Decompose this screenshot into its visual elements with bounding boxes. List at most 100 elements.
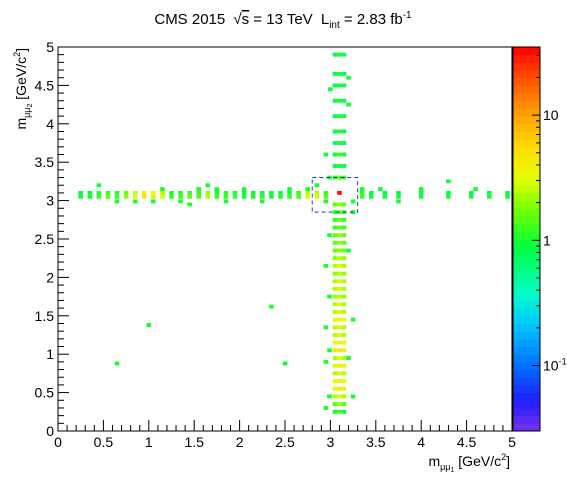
color-scale-segment [513, 162, 540, 171]
heatmap-cell [341, 52, 347, 57]
heatmap-cell [337, 248, 342, 253]
heatmap-cell [332, 363, 338, 368]
heatmap-cell [328, 87, 333, 92]
x-tick-label: 3 [327, 434, 335, 450]
heatmap-cell [337, 98, 342, 103]
color-scale-segment [513, 185, 540, 194]
signal-region-box [311, 177, 359, 213]
heatmap-cell [341, 83, 347, 88]
heatmap-cell [114, 199, 120, 204]
heatmap-cell [341, 379, 347, 383]
heatmap-cell [332, 256, 338, 261]
heatmap-cell [332, 210, 338, 215]
heatmap-cell [160, 187, 165, 191]
heatmap-cell [341, 394, 347, 399]
heatmap-cell [332, 141, 338, 145]
heatmap-cell [160, 191, 165, 195]
color-scale-segment [513, 315, 540, 324]
heatmap-cell [341, 271, 347, 276]
heatmap-cell [105, 191, 111, 195]
heatmap-cell [418, 194, 424, 199]
heatmap-cell [296, 194, 301, 199]
y-tick-label: 1.5 [35, 308, 55, 324]
color-scale-segment [513, 93, 540, 102]
heatmap-cell [337, 175, 342, 180]
color-scale-segment [513, 154, 540, 163]
heatmap-cell [396, 199, 401, 204]
heatmap-cell [446, 194, 451, 199]
color-scale-segment [513, 139, 540, 148]
heatmap-cell [378, 187, 383, 191]
heatmap-cell [323, 359, 329, 364]
heatmap-cell [323, 325, 329, 330]
heatmap-cell [341, 129, 347, 134]
heatmap-cell [341, 233, 347, 238]
heatmap-cell [296, 191, 301, 195]
heatmap-cell [332, 52, 338, 57]
heatmap-cell [241, 194, 247, 199]
heatmap-cell [332, 402, 338, 407]
color-scale-segment [513, 407, 540, 417]
heatmap-cell [337, 52, 342, 57]
heatmap-cell [337, 348, 342, 353]
heatmap-cell [341, 340, 347, 345]
x-tick-label: 4 [417, 434, 425, 450]
color-scale-segment [513, 231, 540, 240]
heatmap-cell [368, 194, 374, 199]
heatmap-cell [114, 361, 120, 366]
x-tick-label: 2.5 [275, 434, 295, 450]
heatmap-cell [341, 317, 347, 322]
heatmap-cell [87, 191, 93, 195]
heatmap-cell [505, 191, 510, 195]
heatmap-cell [332, 225, 338, 230]
heatmap-cell [305, 187, 310, 191]
heatmap-cell [332, 114, 338, 119]
color-scale-segment [513, 177, 540, 186]
color-scale-segment [513, 116, 540, 125]
heatmap-cell [341, 152, 347, 157]
heatmap-cell [332, 379, 338, 383]
heatmap-cell [487, 191, 492, 195]
heatmap-cell [332, 386, 338, 391]
heatmap-cell [332, 152, 338, 157]
heatmap-cell [346, 248, 351, 253]
heatmap-cell [332, 263, 338, 268]
heatmap-cell [132, 191, 138, 195]
color-scale-segment [513, 62, 540, 71]
heatmap-cell [341, 114, 347, 119]
heatmap-cell [337, 317, 342, 322]
heatmap-cell [214, 191, 220, 195]
heatmap-cell [323, 263, 329, 268]
heatmap-cell [332, 279, 338, 284]
heatmap-cell [341, 348, 347, 353]
z-tick-label: 1 [543, 232, 551, 248]
heatmap-cell [396, 194, 401, 199]
heatmap-cell [337, 409, 342, 414]
heatmap-cell [337, 71, 342, 76]
color-scale-segment [513, 246, 540, 255]
heatmap-cell [382, 191, 388, 195]
heatmap-cell [287, 187, 292, 191]
heatmap-cell [341, 279, 347, 284]
color-scale-segment [513, 346, 540, 355]
y-tick-label: 4.5 [35, 77, 55, 93]
color-scale-segment [513, 146, 540, 156]
color-scale-segment [513, 85, 540, 94]
heatmap-cell [287, 191, 292, 195]
heatmap-cell [337, 240, 342, 245]
heatmap-cell [341, 363, 347, 368]
heatmap-cell [223, 194, 229, 199]
heatmap-cell [337, 356, 342, 360]
heatmap-cell [332, 340, 338, 345]
heatmap-cell [341, 141, 347, 145]
heatmap-cell [223, 191, 229, 195]
heatmap-cell [214, 187, 220, 191]
heatmap-cell [337, 302, 342, 307]
heatmap-cell [337, 279, 342, 284]
heatmap-cell [337, 310, 342, 314]
x-tick-label: 1.5 [184, 434, 204, 450]
color-scale-segment [513, 100, 540, 109]
heatmap-cell [337, 152, 342, 157]
heatmap-cell [337, 333, 342, 337]
heatmap-cell [341, 248, 347, 253]
